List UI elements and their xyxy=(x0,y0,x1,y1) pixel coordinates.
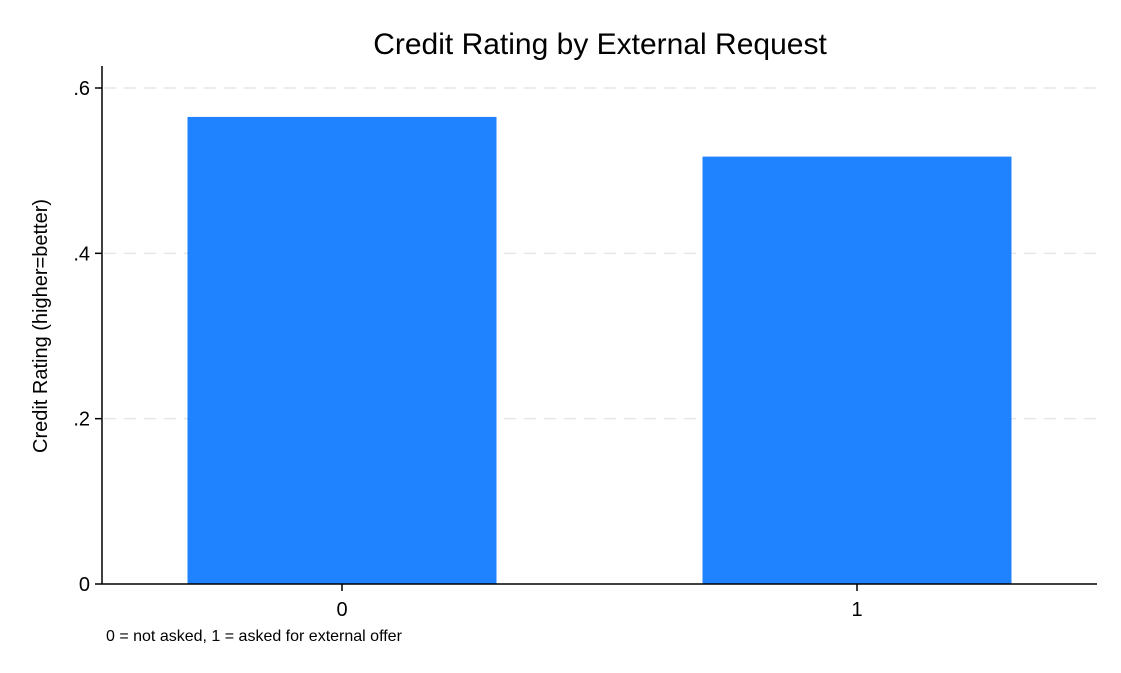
bar-1 xyxy=(702,156,1012,584)
chart-title: Credit Rating by External Request xyxy=(373,28,827,61)
bar-layer xyxy=(187,116,1012,584)
bar-0 xyxy=(187,116,497,584)
y-tick-label: .4 xyxy=(73,243,90,265)
y-tick-label: .2 xyxy=(73,409,90,431)
chart-note: 0 = not asked, 1 = asked for external of… xyxy=(106,628,403,645)
y-axis-label: Credit Rating (higher=better) xyxy=(30,199,52,453)
x-tick-label: 1 xyxy=(851,599,862,621)
y-tick-label: .6 xyxy=(73,78,90,100)
y-tick-label: 0 xyxy=(79,574,90,596)
axis-layer: 0 .2 .4 .6 0 1 xyxy=(73,66,1097,621)
x-tick-label: 0 xyxy=(336,599,347,621)
